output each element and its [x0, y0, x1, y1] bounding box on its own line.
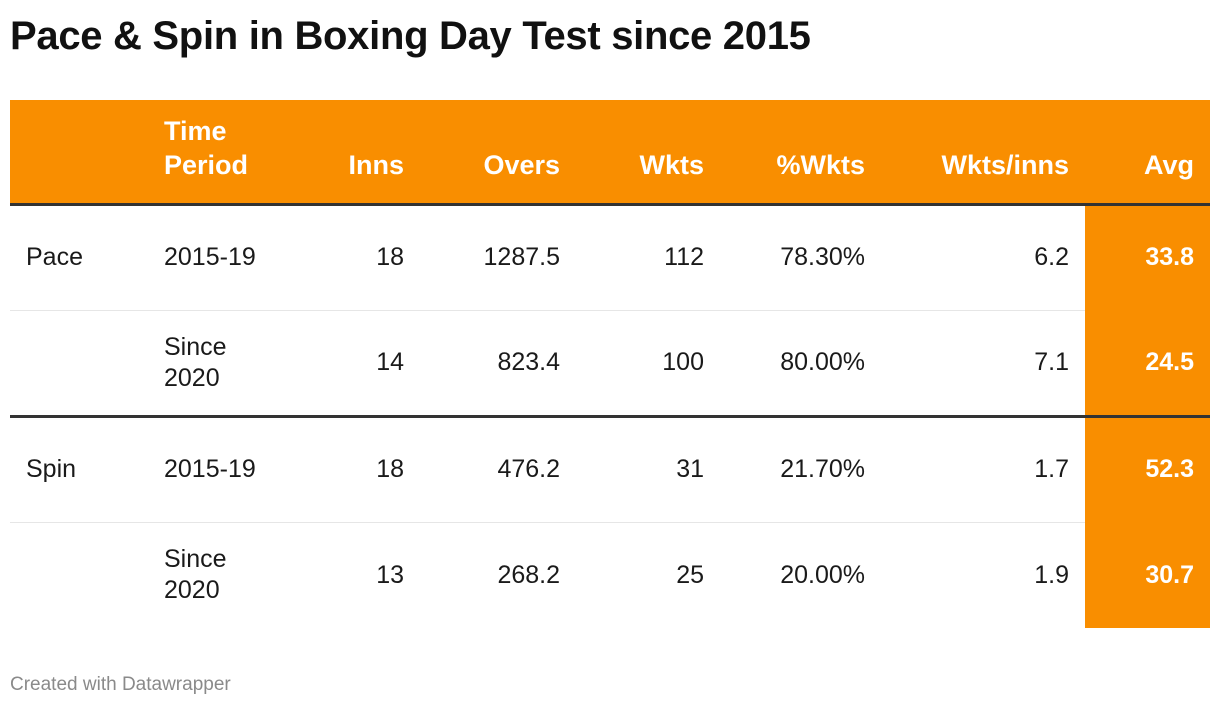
table-row: Spin 2015-19 18 476.2 31 21.70% 1.7 52.3: [10, 416, 1210, 523]
table-cell: 1.7: [881, 416, 1085, 523]
avg-cell: 33.8: [1085, 204, 1210, 310]
avg-cell: 24.5: [1085, 310, 1210, 418]
column-header: Wkts/inns: [941, 149, 1069, 180]
table-cell: 80.00%: [720, 310, 881, 418]
table-cell: 7.1: [881, 310, 1085, 418]
column-header: Time Period: [164, 115, 249, 180]
avg-cell: 30.7: [1085, 522, 1210, 628]
table-cell: 13: [376, 560, 404, 589]
table-row: Since 2020 13 268.2 25 20.00% 1.9 30.7: [10, 522, 1210, 628]
table-cell: 100: [576, 310, 720, 418]
table-cell: 268.2: [497, 560, 560, 589]
column-header: %Wkts: [776, 149, 865, 180]
column-header: Wkts: [639, 149, 704, 180]
footer-credit: Created with Datawrapper: [10, 674, 231, 695]
table-cell: 78.30%: [720, 204, 881, 311]
avg-cell: 52.3: [1085, 416, 1210, 522]
table-cell: 18: [290, 416, 420, 523]
table-cell: 823.4: [420, 310, 576, 418]
table-cell: 1287.5: [420, 204, 576, 311]
table-row: Pace 2015-19 18 1287.5 112 78.30% 6.2 33…: [10, 204, 1210, 311]
table-cell: 21.70%: [720, 416, 881, 523]
table-cell: 2015-19: [150, 416, 290, 523]
table-cell: [10, 310, 150, 418]
column-header: Inns: [348, 149, 404, 180]
table-cell: 31: [576, 416, 720, 523]
table-cell: 476.2: [420, 416, 576, 523]
table-cell: 20.00%: [780, 560, 865, 589]
column-header: [10, 100, 150, 204]
column-header: Avg: [1143, 149, 1194, 180]
chart-title: Pace & Spin in Boxing Day Test since 201…: [10, 14, 811, 58]
table-cell: Spin: [10, 416, 150, 523]
table-cell: 25: [676, 560, 704, 589]
table-cell: [10, 522, 150, 628]
table-cell: Since 2020: [150, 310, 290, 418]
column-header: Overs: [483, 149, 560, 180]
table-cell: 2015-19: [150, 204, 290, 311]
table-cell: 18: [290, 204, 420, 311]
table-cell: 6.2: [881, 204, 1085, 311]
table-cell: Pace: [10, 204, 150, 311]
table-row: Since 2020 14 823.4 100 80.00% 7.1 24.5: [10, 310, 1210, 418]
table-cell: 1.9: [1034, 560, 1069, 589]
header-row: Time Period Inns Overs Wkts %Wkts Wkts/i…: [10, 100, 1210, 204]
table-cell: Since 2020: [164, 545, 227, 605]
data-table: Time Period Inns Overs Wkts %Wkts Wkts/i…: [10, 100, 1210, 628]
table-cell: 112: [576, 204, 720, 311]
table-cell: 14: [290, 310, 420, 418]
